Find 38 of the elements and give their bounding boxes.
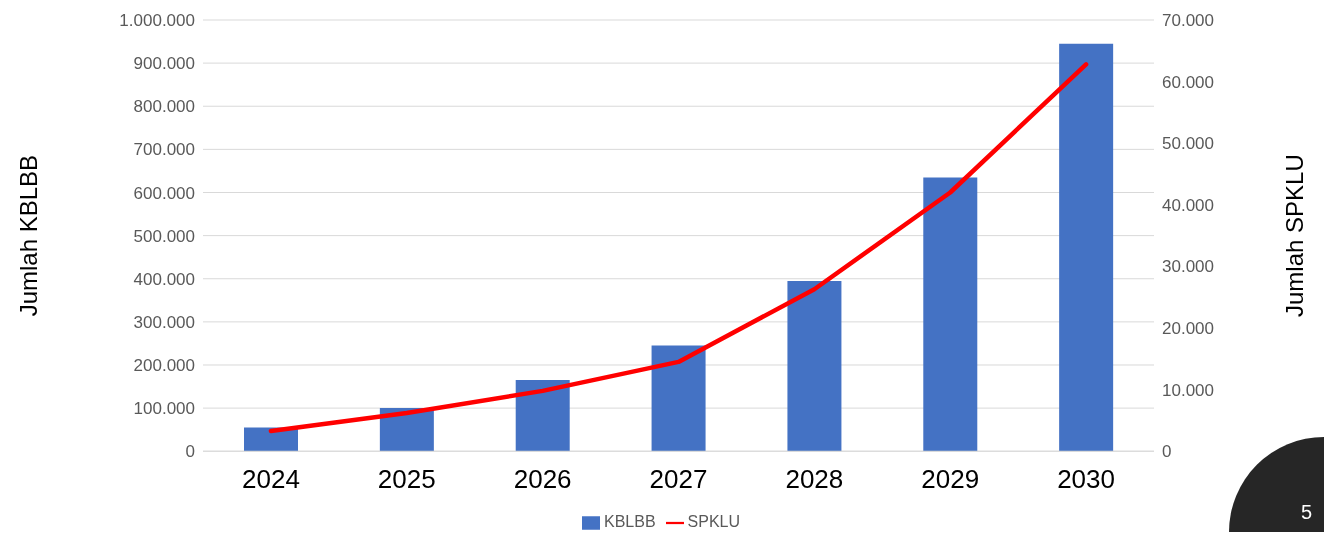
x-tick-label: 2027 bbox=[649, 463, 708, 494]
y-tick-label: 100.000 bbox=[133, 399, 195, 419]
y-tick-label: 1.000.000 bbox=[119, 11, 195, 31]
bar bbox=[651, 345, 706, 452]
y-tick-label: 300.000 bbox=[133, 312, 195, 332]
line-series bbox=[268, 62, 1089, 434]
y2-tick-label: 10.000 bbox=[1162, 380, 1214, 400]
y-axis-title: Jumlah KBLBB bbox=[14, 154, 42, 317]
x-tick-label: 2030 bbox=[1057, 463, 1115, 494]
y-tick-label: 200.000 bbox=[133, 356, 195, 376]
y2-tick-label: 70.000 bbox=[1162, 11, 1214, 31]
y2-tick-label: 0 bbox=[1162, 442, 1172, 462]
legend-label: KBLBB bbox=[603, 513, 656, 531]
x-tick-label: 2028 bbox=[785, 463, 844, 494]
bar bbox=[379, 408, 434, 452]
bar bbox=[1059, 43, 1114, 452]
y2-axis-title: Jumlah SPKLU bbox=[1280, 154, 1308, 317]
y-tick-label: 500.000 bbox=[133, 226, 195, 246]
y-tick-label: 400.000 bbox=[133, 269, 195, 289]
bar bbox=[787, 280, 842, 452]
legend-label: SPKLU bbox=[687, 513, 741, 531]
x-tick-label: 2026 bbox=[513, 463, 572, 494]
y2-tick-label: 60.000 bbox=[1162, 72, 1214, 92]
y2-tick-label: 30.000 bbox=[1162, 257, 1214, 277]
y-tick-label: 700.000 bbox=[133, 140, 195, 160]
x-tick-label: 2024 bbox=[242, 463, 300, 494]
y-tick-label: 900.000 bbox=[133, 54, 195, 74]
y-tick-label: 600.000 bbox=[133, 183, 195, 203]
y-tick-label: 800.000 bbox=[133, 97, 195, 117]
x-tick-label: 2029 bbox=[921, 463, 980, 494]
x-tick-label: 2025 bbox=[377, 463, 436, 494]
bar bbox=[923, 177, 978, 452]
bar bbox=[515, 380, 570, 452]
y2-tick-label: 50.000 bbox=[1162, 134, 1214, 154]
y2-tick-label: 40.000 bbox=[1162, 195, 1214, 215]
y2-tick-label: 20.000 bbox=[1162, 319, 1214, 339]
text: 5 bbox=[1300, 501, 1312, 524]
y-tick-label: 0 bbox=[185, 442, 195, 462]
